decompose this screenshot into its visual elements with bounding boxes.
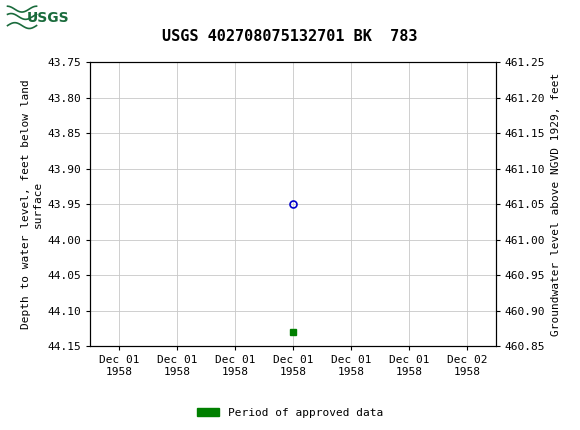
Y-axis label: Depth to water level, feet below land
surface: Depth to water level, feet below land su… bbox=[21, 80, 43, 329]
Text: USGS 402708075132701 BK  783: USGS 402708075132701 BK 783 bbox=[162, 29, 418, 44]
Text: USGS: USGS bbox=[27, 11, 70, 25]
Legend: Period of approved data: Period of approved data bbox=[193, 403, 387, 422]
FancyBboxPatch shape bbox=[5, 3, 80, 33]
Y-axis label: Groundwater level above NGVD 1929, feet: Groundwater level above NGVD 1929, feet bbox=[551, 73, 561, 336]
